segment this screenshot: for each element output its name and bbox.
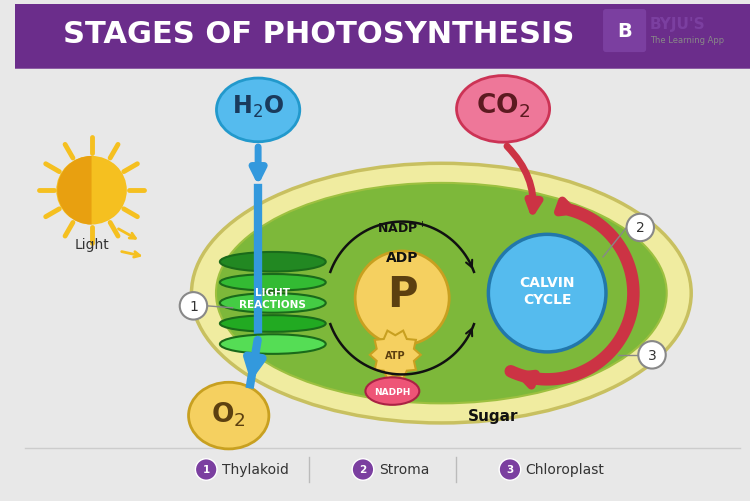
Ellipse shape [216,183,667,403]
Ellipse shape [220,253,326,272]
Polygon shape [370,331,421,379]
Text: 2: 2 [636,221,645,235]
Text: B: B [617,22,632,41]
Text: Chloroplast: Chloroplast [526,462,605,476]
Text: Thylakoid: Thylakoid [222,462,289,476]
Ellipse shape [217,79,300,142]
Text: Light: Light [74,237,109,252]
Text: 1: 1 [189,299,198,313]
Wedge shape [57,157,92,225]
FancyBboxPatch shape [8,0,750,70]
Text: Sugar: Sugar [468,408,518,423]
Text: Stroma: Stroma [379,462,429,476]
Text: STAGES OF PHOTOSYNTHESIS: STAGES OF PHOTOSYNTHESIS [63,20,575,49]
Ellipse shape [365,378,419,405]
Text: CALVIN
CYCLE: CALVIN CYCLE [520,275,575,306]
Circle shape [355,252,449,345]
Circle shape [488,235,606,352]
Text: ATP: ATP [385,350,406,360]
Circle shape [638,342,666,369]
FancyBboxPatch shape [603,10,646,53]
Ellipse shape [188,383,269,449]
Ellipse shape [191,164,692,423]
Text: 3: 3 [648,348,656,362]
Ellipse shape [220,275,326,291]
Text: P: P [387,274,418,316]
Ellipse shape [220,316,326,332]
Ellipse shape [220,294,326,313]
Text: 1: 1 [202,464,210,474]
Text: 2: 2 [359,464,367,474]
Text: H$_2$O: H$_2$O [232,94,284,120]
Circle shape [352,459,374,480]
Text: The Learning App: The Learning App [650,36,724,45]
Circle shape [180,293,207,320]
Text: O$_2$: O$_2$ [211,400,246,428]
Text: ADP: ADP [386,250,418,265]
Bar [15,5,750,35]
Text: BYJU'S: BYJU'S [650,17,706,32]
Text: NADP$^+$: NADP$^+$ [377,220,427,235]
Circle shape [626,214,654,241]
Text: LIGHT
REACTIONS: LIGHT REACTIONS [239,287,306,310]
Circle shape [196,459,217,480]
Ellipse shape [220,335,326,354]
Text: 3: 3 [506,464,514,474]
Ellipse shape [56,157,127,225]
Text: NADPH: NADPH [374,387,410,396]
Text: CO$_2$: CO$_2$ [476,92,530,120]
Circle shape [500,459,520,480]
Ellipse shape [457,77,550,143]
